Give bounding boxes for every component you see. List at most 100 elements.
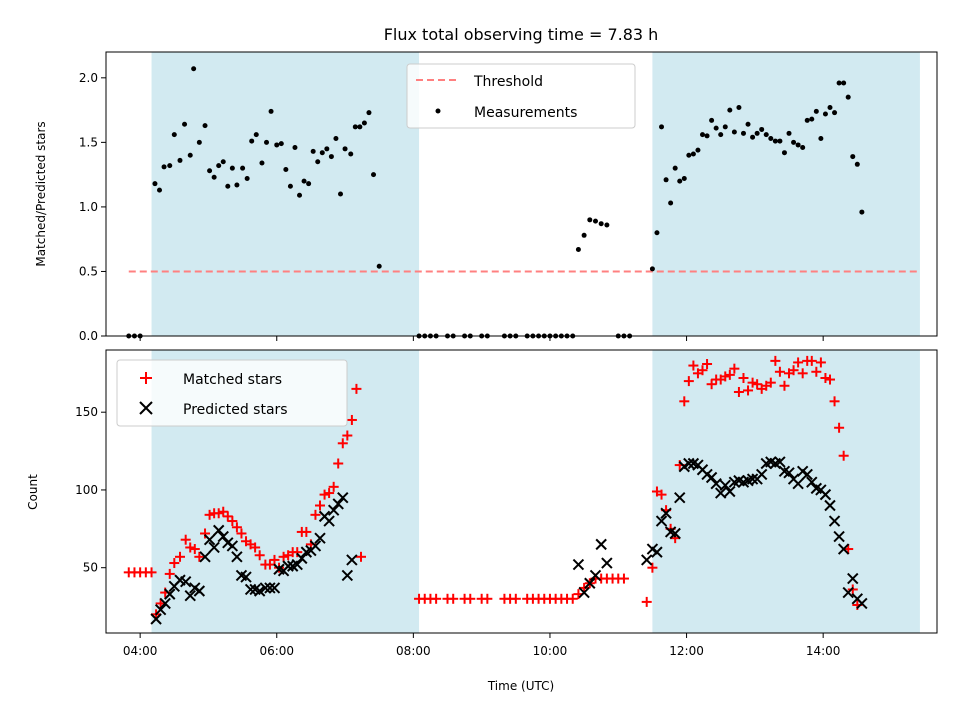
measurement-point (292, 145, 298, 151)
top-y-ticks: 0.0 0.5 1.0 1.5 2.0 (79, 71, 106, 343)
matched-star-point (204, 509, 215, 520)
x-tick-label: 10:00 (533, 644, 568, 658)
measurement-point (211, 174, 217, 180)
matched-star-point (274, 562, 285, 573)
measurement-point (709, 117, 715, 123)
matched-star-point (834, 422, 845, 433)
bottom-x-ticks: 04:00 06:00 08:00 10:00 12:00 14:00 (123, 633, 841, 658)
predicted-star-point (341, 569, 354, 582)
measurement-point (699, 132, 705, 138)
measurement-point (328, 154, 334, 160)
predicted-star-point (572, 558, 585, 571)
legend-threshold-label: Threshold (473, 74, 543, 90)
predicted-star-point (842, 586, 854, 599)
measurement-point (366, 110, 372, 116)
predicted-star-point (231, 551, 243, 563)
predicted-star-point (669, 527, 681, 540)
matched-star-point (355, 551, 366, 562)
predicted-star-point (193, 585, 206, 597)
matched-star-point (222, 511, 233, 522)
measurement-point (795, 142, 801, 148)
measurement-point (575, 247, 581, 253)
top-shaded-regions (151, 52, 920, 336)
matched-star-point (679, 396, 690, 407)
measurement-point (268, 108, 274, 114)
predicted-star-point (641, 554, 653, 566)
matched-star-point (301, 526, 312, 537)
predicted-star-point (154, 603, 167, 616)
measurement-point (278, 141, 284, 147)
predicted-star-point (783, 467, 795, 479)
matched-star-point (811, 366, 822, 377)
matched-star-point (702, 358, 713, 369)
matched-star-point (213, 508, 224, 519)
measurement-point (809, 116, 815, 122)
top-legend-box (406, 63, 636, 129)
shaded-region (652, 52, 920, 336)
x-tick-label: 14:00 (806, 644, 841, 658)
predicted-star-point (253, 585, 266, 597)
predicted-star-point (601, 557, 613, 569)
measurement-point (581, 232, 587, 238)
matched-star-point (174, 551, 185, 562)
matched-star-point (180, 534, 191, 545)
measurement-point (740, 130, 746, 136)
measurement-point (668, 200, 674, 206)
predicted-star-point (655, 515, 668, 527)
matched-star-point (688, 360, 699, 371)
y-tick-label: 0.0 (79, 329, 98, 343)
measurement-point (220, 159, 226, 165)
matched-star-point (319, 489, 330, 500)
measurement-point (777, 138, 783, 144)
measurement-point (225, 183, 231, 189)
matched-star-point (820, 372, 831, 383)
measurement-point (283, 166, 289, 172)
measurement-point (759, 126, 765, 132)
matched-star-point (683, 376, 694, 387)
measurement-point (781, 150, 787, 156)
measurement-point (686, 152, 692, 158)
measurement-point (604, 222, 610, 228)
matched-star-point (315, 500, 326, 511)
measurement-point (157, 187, 163, 193)
predicted-star-point (150, 613, 162, 625)
predicted-star-point (268, 582, 281, 594)
predicted-star-point (291, 558, 303, 571)
measurement-point (791, 139, 797, 145)
matched-star-point (250, 542, 261, 553)
matched-star-point (847, 584, 858, 595)
measurement-point (681, 176, 687, 182)
bottom-axes-frame (105, 349, 938, 634)
matched-star-point (752, 379, 763, 390)
matched-star-point (618, 573, 629, 584)
predicted-star-point (710, 478, 722, 490)
predicted-star-point (837, 543, 850, 555)
matched-star-point (774, 366, 785, 377)
measurement-point (177, 157, 183, 163)
predicted-star-point (203, 533, 216, 546)
predicted-star-point (660, 507, 672, 519)
measurement-point (813, 108, 819, 114)
measurement-point (352, 124, 358, 130)
measurement-point (310, 148, 316, 154)
matched-star-point (779, 380, 790, 391)
matched-star-point (724, 369, 735, 380)
measurement-point (818, 135, 824, 141)
top-x-ticks (139, 336, 824, 341)
predicted-star-point (244, 583, 257, 596)
predicted-star-point (226, 540, 239, 552)
measurement-point (718, 132, 724, 138)
predicted-star-point (774, 456, 786, 468)
matched-star-point (264, 559, 275, 570)
measurement-point (348, 151, 354, 157)
measurement-point (259, 160, 265, 166)
measurement-point (357, 124, 363, 130)
predicted-star-point (589, 569, 602, 582)
measurement-point (196, 139, 202, 145)
matched-star-point (189, 544, 200, 555)
predicted-star-point (724, 485, 736, 498)
predicted-star-point (595, 538, 607, 551)
matched-star-point (510, 593, 521, 604)
measurement-point (654, 230, 660, 236)
predicted-star-point (296, 552, 308, 565)
